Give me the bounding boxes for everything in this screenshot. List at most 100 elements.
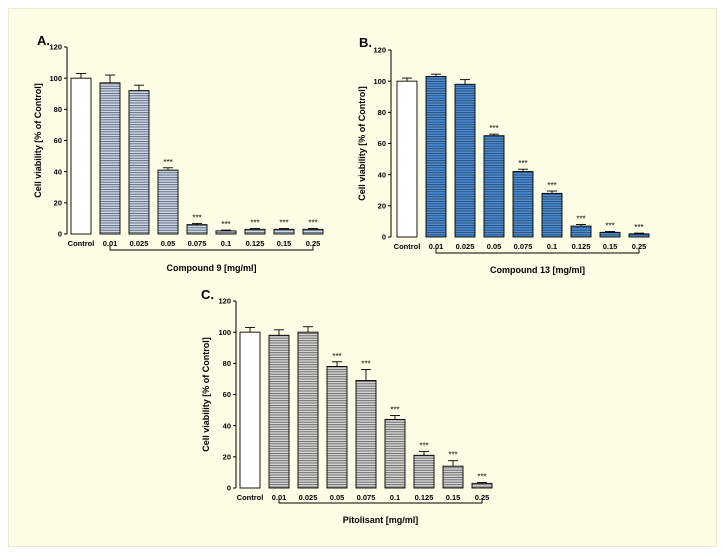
bar-0-05 bbox=[326, 366, 348, 489]
y-tick-label: 40 bbox=[378, 170, 386, 179]
significance-marker: *** bbox=[250, 219, 259, 228]
y-tick-label: 120 bbox=[49, 43, 62, 52]
x-tick-label: 0.025 bbox=[130, 239, 149, 248]
x-tick-label: 0.1 bbox=[221, 239, 231, 248]
x-tick-label: 0.125 bbox=[415, 493, 434, 502]
x-axis-label: Compound 9 [mg/ml] bbox=[167, 263, 257, 273]
chart-panel-a: A. 0 20 40 60 80 100 120 Cell viability [% of Co… bbox=[33, 33, 324, 273]
significance-marker: *** bbox=[221, 220, 230, 229]
significance-marker: *** bbox=[192, 213, 201, 222]
x-tick-label: 0.25 bbox=[632, 242, 647, 251]
y-tick-label: 40 bbox=[223, 421, 231, 430]
x-tick-label: 0.125 bbox=[246, 239, 265, 248]
significance-marker: *** bbox=[634, 223, 643, 232]
bar-0-01 bbox=[425, 76, 447, 238]
bar-0-25 bbox=[628, 233, 650, 238]
y-tick-label: 100 bbox=[49, 74, 62, 83]
bar-0-01 bbox=[268, 334, 290, 489]
y-tick-label: 120 bbox=[373, 46, 386, 55]
y-tick-label: 20 bbox=[54, 199, 62, 208]
x-tick-label: 0.01 bbox=[429, 242, 444, 251]
x-tick-label: 0.1 bbox=[390, 493, 400, 502]
x-tick-label: 0.025 bbox=[456, 242, 475, 251]
significance-marker: *** bbox=[547, 181, 556, 190]
significance-marker: *** bbox=[448, 451, 457, 460]
x-axis-label: Compound 13 [mg/ml] bbox=[490, 265, 585, 275]
bar-0-075 bbox=[186, 224, 208, 235]
x-tick-label: 0.075 bbox=[188, 239, 207, 248]
bar-control bbox=[396, 80, 418, 238]
x-tick-label: 0.1 bbox=[547, 242, 557, 251]
x-tick-label: 0.025 bbox=[299, 493, 318, 502]
y-tick-label: 60 bbox=[54, 136, 62, 145]
bar-0-15 bbox=[442, 465, 464, 489]
x-tick-label: 0.125 bbox=[572, 242, 591, 251]
x-tick-label: 0.05 bbox=[487, 242, 502, 251]
bar-0-1 bbox=[215, 230, 237, 235]
y-axis-label: Cell viability [% of Control] bbox=[201, 337, 211, 452]
y-tick-label: 20 bbox=[378, 202, 386, 211]
significance-marker: *** bbox=[279, 219, 288, 228]
bar-control bbox=[239, 331, 261, 489]
bar-0-01 bbox=[99, 82, 121, 235]
y-axis-label: Cell viability [% of Control] bbox=[33, 83, 43, 198]
significance-marker: *** bbox=[163, 158, 172, 167]
bar-control bbox=[70, 77, 92, 235]
bar-0-125 bbox=[570, 225, 592, 238]
y-tick-label: 0 bbox=[227, 484, 231, 493]
bar-0-15 bbox=[599, 231, 621, 238]
x-tick-label: 0.01 bbox=[272, 493, 287, 502]
bar-0-1 bbox=[384, 418, 406, 489]
chart-panel-c: C. 0 20 40 60 80 100 120 Cell viability [% of Co… bbox=[201, 287, 493, 525]
bar-0-25 bbox=[302, 228, 324, 235]
bar-0-125 bbox=[413, 454, 435, 489]
bar-0-125 bbox=[244, 228, 266, 235]
treatment-bracket bbox=[109, 245, 314, 251]
bar-0-075 bbox=[512, 171, 534, 238]
bar-0-025 bbox=[128, 90, 150, 235]
x-tick-label: Control bbox=[237, 493, 264, 502]
bar-0-15 bbox=[273, 228, 295, 235]
significance-marker: *** bbox=[390, 406, 399, 415]
significance-marker: *** bbox=[489, 124, 498, 133]
significance-marker: *** bbox=[576, 215, 585, 224]
y-tick-label: 20 bbox=[223, 453, 231, 462]
figure-panel: A. 0 20 40 60 80 100 120 Cell viability [% of Co… bbox=[8, 8, 717, 547]
x-tick-label: 0.05 bbox=[161, 239, 176, 248]
y-tick-label: 60 bbox=[223, 390, 231, 399]
x-tick-label: 0.15 bbox=[603, 242, 618, 251]
treatment-bracket bbox=[278, 498, 483, 504]
x-tick-label: Control bbox=[394, 242, 421, 251]
y-tick-label: 80 bbox=[223, 359, 231, 368]
y-tick-label: 80 bbox=[378, 108, 386, 117]
y-tick-label: 120 bbox=[218, 297, 231, 306]
y-tick-label: 80 bbox=[54, 105, 62, 114]
x-tick-label: 0.01 bbox=[103, 239, 118, 248]
bar-chart-figure: A. 0 20 40 60 80 100 120 Cell viability [% of Co… bbox=[33, 33, 650, 525]
x-tick-label: 0.25 bbox=[475, 493, 490, 502]
panel-label: C. bbox=[201, 287, 214, 302]
y-tick-label: 0 bbox=[58, 230, 62, 239]
x-tick-label: 0.25 bbox=[306, 239, 321, 248]
significance-marker: *** bbox=[477, 473, 486, 482]
chart-panel-b: B. 0 20 40 60 80 100 120 Cell viability [% of Co… bbox=[357, 35, 650, 275]
y-tick-label: 60 bbox=[378, 139, 386, 148]
bar-0-075 bbox=[355, 380, 377, 489]
x-tick-label: 0.15 bbox=[277, 239, 292, 248]
significance-marker: *** bbox=[605, 222, 614, 231]
bar-0-05 bbox=[157, 169, 179, 235]
significance-marker: *** bbox=[419, 441, 428, 450]
significance-marker: *** bbox=[518, 159, 527, 168]
bar-0-1 bbox=[541, 192, 563, 238]
panel-label: A. bbox=[37, 33, 50, 48]
y-tick-label: 0 bbox=[382, 233, 386, 242]
bar-0-25 bbox=[471, 482, 493, 489]
x-axis-label: Pitolisant [mg/ml] bbox=[343, 515, 419, 525]
y-tick-label: 100 bbox=[218, 328, 231, 337]
bar-0-025 bbox=[297, 331, 319, 489]
significance-marker: *** bbox=[308, 219, 317, 228]
x-tick-label: 0.075 bbox=[514, 242, 533, 251]
treatment-bracket bbox=[435, 248, 640, 254]
significance-marker: *** bbox=[361, 360, 370, 369]
x-tick-label: 0.15 bbox=[446, 493, 461, 502]
